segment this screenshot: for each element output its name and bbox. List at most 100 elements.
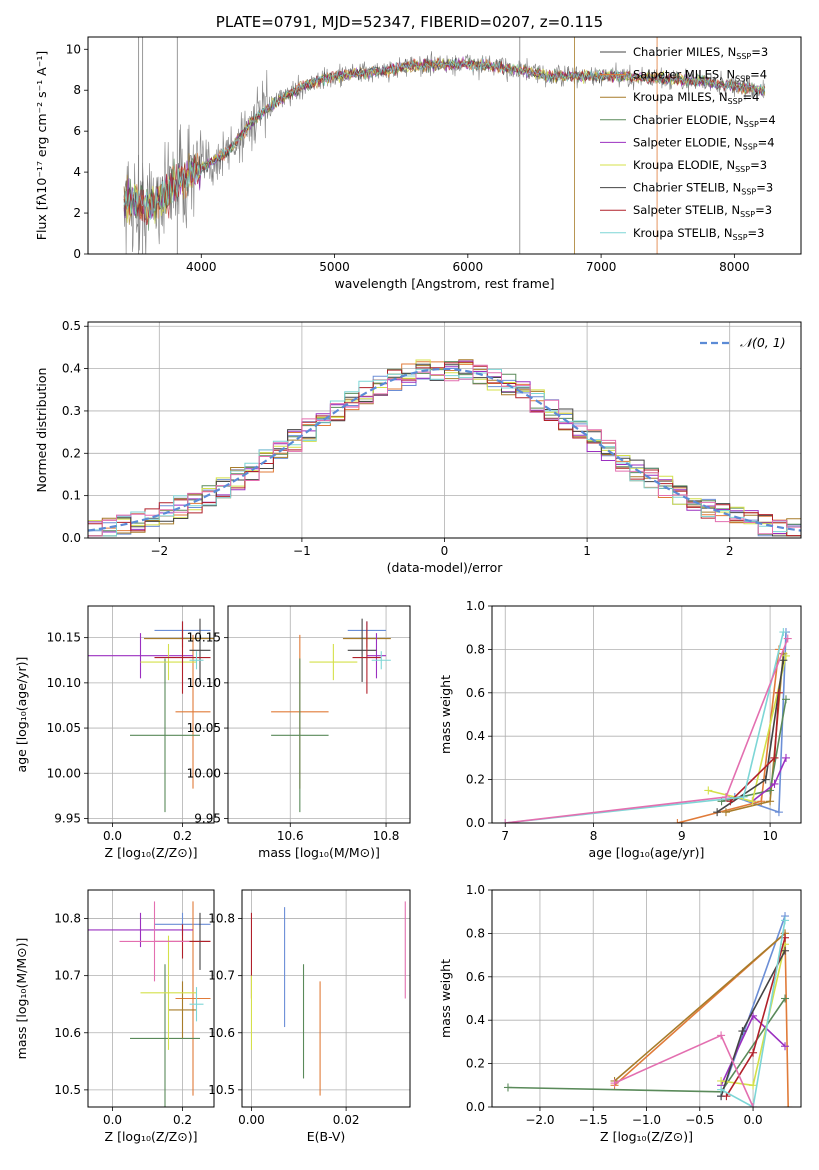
y-tick-label: 0.0 [62, 531, 81, 545]
x-tick-label: 7 [501, 829, 509, 843]
x-axis-label: (data-model)/error [387, 560, 504, 575]
x-tick-label: 0.00 [238, 1113, 265, 1127]
x-tick-label: 10.8 [373, 829, 400, 843]
y-tick-label: 0.3 [62, 404, 81, 418]
x-tick-label: 0.0 [103, 1113, 122, 1127]
legend-entry: Chabrier MILES, NSSP=3 [633, 45, 768, 61]
x-tick-label: 8000 [719, 260, 750, 274]
x-tick-label: −1.5 [579, 1113, 608, 1127]
x-axis-label: E(B-V) [307, 1129, 346, 1144]
y-tick-label: 10.7 [208, 969, 235, 983]
y-axis-label: age [log₁₀(age/yr)] [14, 657, 29, 773]
weight-line [721, 699, 787, 803]
axes-frame [227, 605, 411, 824]
y-tick-label: 10.15 [47, 631, 81, 645]
y-tick-label: 10 [66, 42, 81, 56]
figure-title: PLATE=0791, MJD=52347, FIBERID=0207, z=0… [215, 13, 604, 31]
y-tick-label: 0.2 [62, 446, 81, 460]
x-tick-label: −0.5 [685, 1113, 714, 1127]
legend-entry: Salpeter ELODIE, NSSP=4 [633, 135, 775, 151]
x-tick-label: 2 [726, 544, 734, 558]
legend-entry: Kroupa ELODIE, NSSP=3 [633, 158, 767, 174]
y-tick-label: 10.7 [54, 969, 81, 983]
x-tick-label: 0.2 [173, 1113, 192, 1127]
y-tick-label: 0.8 [466, 926, 485, 940]
y-tick-label: 0.2 [466, 1057, 485, 1071]
x-tick-label: 10 [762, 829, 777, 843]
y-tick-label: 10.5 [54, 1083, 81, 1097]
y-tick-label: 0.2 [466, 773, 485, 787]
y-tick-label: 9.95 [194, 811, 221, 825]
y-tick-label: 10.00 [187, 766, 221, 780]
x-tick-label: 9 [678, 829, 686, 843]
weight-vs-age-plot [501, 628, 792, 823]
x-tick-label: 0.0 [103, 829, 122, 843]
mass-vs-z-plot [88, 901, 211, 1107]
x-tick-label: 0.0 [744, 1113, 763, 1127]
axes-frame [491, 889, 802, 1108]
y-tick-label: 0.4 [62, 362, 81, 376]
axes-frame [241, 889, 411, 1108]
y-axis-label: Flux [fλ10⁻¹⁷ erg cm⁻² s⁻¹ A⁻¹] [34, 51, 49, 240]
legend-entry: Chabrier ELODIE, NSSP=4 [633, 113, 776, 129]
y-tick-label: 0.4 [466, 729, 485, 743]
x-tick-label: 0.02 [333, 1113, 360, 1127]
mass-vs-ebv-plot [250, 901, 406, 1096]
axes-frame [87, 889, 215, 1108]
age-vs-z-plot [88, 618, 214, 813]
x-axis-label: mass [log₁₀(M/M⊙)] [258, 845, 380, 860]
y-tick-label: 6 [73, 124, 81, 138]
y-tick-label: 1.0 [466, 883, 485, 897]
y-tick-label: 10.6 [208, 1026, 235, 1040]
y-tick-label: 0.6 [466, 686, 485, 700]
legend-entry: Kroupa MILES, NSSP=4 [633, 90, 759, 106]
y-tick-label: 10.00 [47, 766, 81, 780]
y-axis-label: mass weight [438, 959, 453, 1038]
model-line [123, 57, 766, 220]
y-tick-label: 4 [73, 165, 81, 179]
x-tick-label: −1.0 [632, 1113, 661, 1127]
x-axis-label: age [log₁₀(age/yr)] [589, 845, 705, 860]
y-tick-label: 1.0 [466, 599, 485, 613]
x-tick-label: 0 [441, 544, 449, 558]
weight-line [505, 631, 785, 823]
residuals-plot [88, 359, 801, 537]
y-tick-label: 10.8 [54, 912, 81, 926]
axes-frame [87, 36, 802, 255]
x-tick-label: −2.0 [525, 1113, 554, 1127]
x-tick-label: −1 [293, 544, 311, 558]
spectrum-plot [123, 37, 766, 254]
y-tick-label: 0.5 [62, 319, 81, 333]
y-tick-label: 0.0 [466, 1100, 485, 1114]
legend-entry: Salpeter MILES, NSSP=4 [633, 68, 767, 84]
y-tick-label: 10.10 [187, 676, 221, 690]
legend-entry: Salpeter STELIB, NSSP=3 [633, 203, 772, 219]
x-tick-label: 7000 [586, 260, 617, 274]
y-tick-label: 0 [73, 247, 81, 261]
legend-entry: 𝒩(0, 1) [740, 335, 786, 350]
x-tick-label: 0.2 [173, 829, 192, 843]
weight-line [720, 920, 786, 1107]
y-tick-label: 10.05 [47, 721, 81, 735]
x-tick-label: 4000 [186, 260, 217, 274]
x-tick-label: 6000 [453, 260, 484, 274]
histogram-line [88, 361, 801, 537]
x-tick-label: −2 [150, 544, 168, 558]
y-tick-label: 10.5 [208, 1083, 235, 1097]
y-tick-label: 0.0 [466, 816, 485, 830]
axes-frame [87, 321, 802, 539]
histogram-line [88, 364, 801, 537]
y-tick-label: 10.6 [54, 1026, 81, 1040]
weight-line [613, 932, 786, 1082]
normal-curve [88, 367, 801, 532]
legend-entry: Chabrier STELIB, NSSP=3 [633, 181, 773, 197]
x-axis-label: Z [log₁₀(Z/Z⊙)] [105, 845, 198, 860]
axes-frame [87, 605, 215, 824]
x-axis-label: Z [log₁₀(Z/Z⊙)] [105, 1129, 198, 1144]
x-tick-label: 10.6 [277, 829, 304, 843]
y-tick-label: 0.6 [466, 970, 485, 984]
x-tick-label: 8 [590, 829, 598, 843]
y-tick-label: 2 [73, 206, 81, 220]
y-tick-label: 9.95 [54, 811, 81, 825]
